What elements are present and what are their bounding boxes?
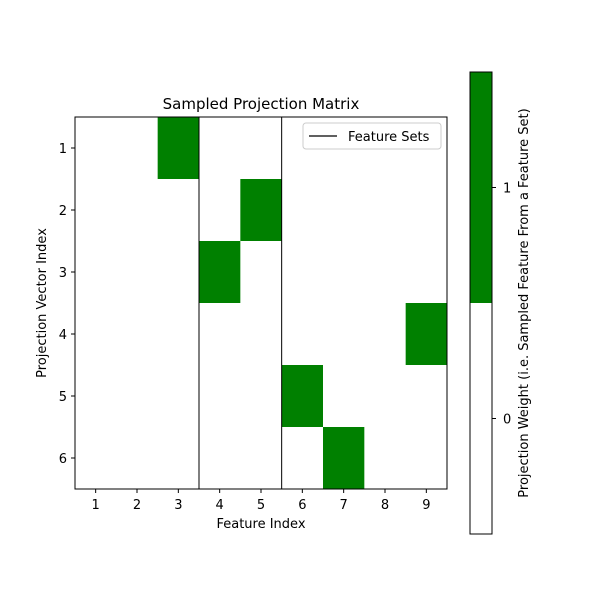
x-tick-label: 8 bbox=[381, 498, 389, 513]
colorbar-tick-label: 1 bbox=[503, 182, 511, 197]
colorbar-segment-0 bbox=[470, 303, 492, 534]
heatmap-cell bbox=[240, 427, 282, 490]
heatmap-cell bbox=[116, 365, 158, 428]
heatmap-cell bbox=[322, 365, 365, 428]
heatmap-cell bbox=[322, 179, 365, 242]
y-tick-label: 1 bbox=[59, 142, 67, 157]
heatmap-cell bbox=[281, 303, 324, 366]
heatmap-cell bbox=[75, 427, 117, 490]
heatmap-cell bbox=[281, 179, 324, 242]
legend: Feature Sets bbox=[302, 122, 442, 150]
chart-title: Sampled Projection Matrix bbox=[163, 95, 360, 113]
y-tick-label: 2 bbox=[59, 204, 67, 219]
colorbar: 01 bbox=[469, 71, 511, 535]
heatmap-cell bbox=[116, 117, 158, 180]
heatmap-cell bbox=[75, 303, 117, 366]
heatmap-cell bbox=[75, 117, 117, 180]
x-tick-label: 6 bbox=[298, 498, 306, 513]
heatmap-cell bbox=[405, 365, 448, 428]
heatmap-cell bbox=[281, 365, 324, 428]
heatmap-cell bbox=[116, 179, 158, 242]
heatmap-cell bbox=[75, 241, 117, 304]
heatmap-cell bbox=[322, 427, 365, 490]
heatmap-cell bbox=[116, 303, 158, 366]
heatmap-cell bbox=[364, 179, 406, 242]
x-tick-label: 9 bbox=[422, 498, 430, 513]
x-tick-label: 2 bbox=[133, 498, 141, 513]
heatmap-cell bbox=[157, 117, 200, 180]
heatmap-cell bbox=[240, 303, 282, 366]
y-axis-ticks: 1 2 3 4 5 6 bbox=[59, 142, 75, 467]
colorbar-segment-1 bbox=[470, 72, 492, 303]
heatmap-cell bbox=[157, 365, 200, 428]
colorbar-tick-label: 0 bbox=[503, 413, 511, 428]
x-tick-label: 7 bbox=[340, 498, 348, 513]
y-axis-label: Projection Vector Index bbox=[35, 228, 50, 378]
heatmap-cell bbox=[322, 241, 365, 304]
heatmap-cell bbox=[198, 241, 241, 304]
legend-box bbox=[302, 122, 442, 150]
heatmap-cell bbox=[364, 303, 406, 366]
heatmap-cell bbox=[281, 241, 324, 304]
heatmap-cell bbox=[198, 365, 241, 428]
heatmap-cell bbox=[198, 303, 241, 366]
colorbar-label: Projection Weight (i.e. Sampled Feature … bbox=[517, 108, 532, 497]
x-tick-label: 5 bbox=[257, 498, 265, 513]
heatmap-cell bbox=[198, 179, 241, 242]
y-tick-label: 6 bbox=[59, 452, 67, 467]
heatmap-cell bbox=[322, 303, 365, 366]
heatmap-cell bbox=[405, 427, 448, 490]
heatmap-cell bbox=[157, 427, 200, 490]
heatmap-cell bbox=[281, 427, 324, 490]
heatmap-cell bbox=[364, 241, 406, 304]
heatmap-cell bbox=[240, 179, 282, 242]
heatmap-cell bbox=[198, 117, 241, 180]
heatmap-cell bbox=[116, 427, 158, 490]
x-axis-ticks: 1 2 3 4 5 6 7 8 9 bbox=[92, 489, 430, 513]
heatmap-cell bbox=[364, 427, 406, 490]
heatmap-cell bbox=[75, 365, 117, 428]
heatmap-cells bbox=[75, 117, 448, 490]
heatmap-cell bbox=[75, 179, 117, 242]
heatmap-cell bbox=[198, 427, 241, 490]
x-tick-label: 3 bbox=[174, 498, 182, 513]
heatmap-cell bbox=[240, 241, 282, 304]
y-tick-label: 4 bbox=[59, 328, 67, 343]
x-axis-label: Feature Index bbox=[216, 517, 305, 532]
heatmap-cell bbox=[240, 365, 282, 428]
heatmap-cell bbox=[405, 303, 448, 366]
x-tick-label: 4 bbox=[216, 498, 224, 513]
heatmap-cell bbox=[240, 117, 282, 180]
y-tick-label: 5 bbox=[59, 390, 67, 405]
heatmap-cell bbox=[405, 179, 448, 242]
colorbar-frame bbox=[469, 71, 493, 535]
y-tick-label: 3 bbox=[59, 266, 67, 281]
heatmap-cell bbox=[157, 179, 200, 242]
legend-label: Feature Sets bbox=[348, 130, 430, 145]
heatmap-cell bbox=[116, 241, 158, 304]
heatmap-cell bbox=[405, 241, 448, 304]
feature-set-boundaries bbox=[198, 117, 283, 489]
heatmap-cell bbox=[157, 241, 200, 304]
heatmap-cell bbox=[364, 365, 406, 428]
x-tick-label: 1 bbox=[92, 498, 100, 513]
heatmap-cell bbox=[157, 303, 200, 366]
